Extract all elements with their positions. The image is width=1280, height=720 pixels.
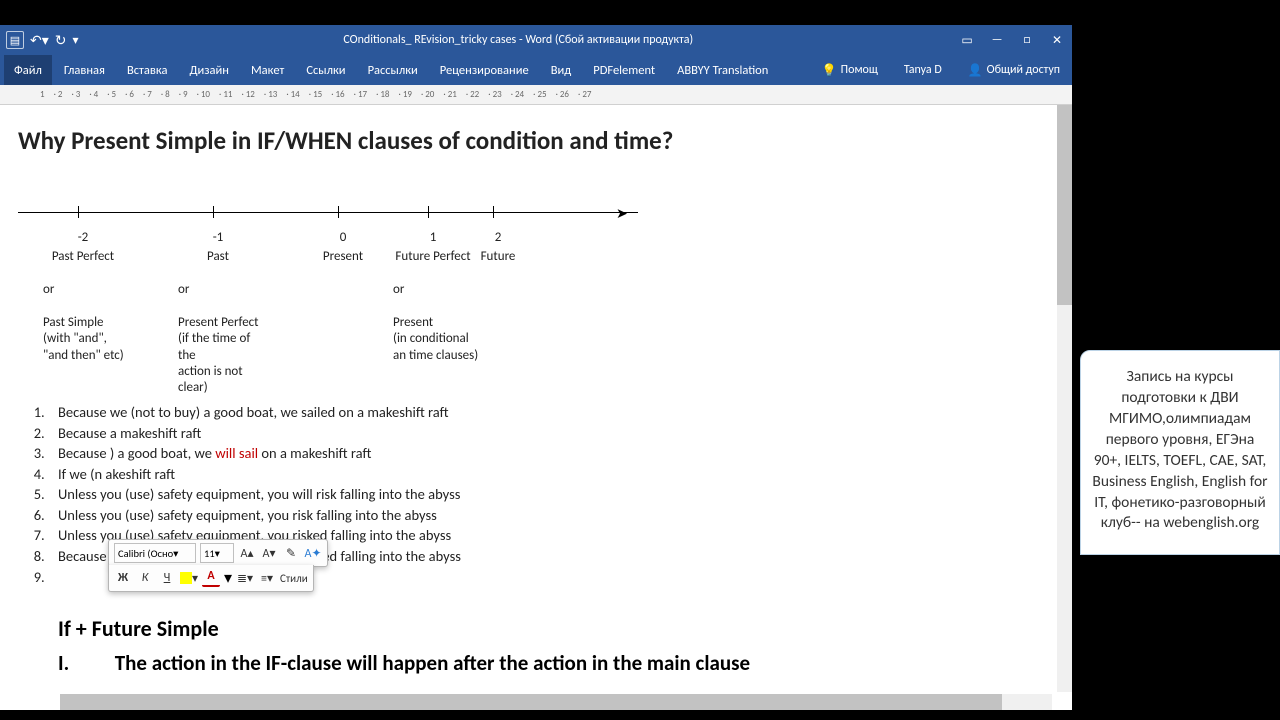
- bullets-button[interactable]: ≣▾: [236, 569, 254, 587]
- list-item: Unless you (use) safety equipment, you r…: [48, 505, 1054, 526]
- font-size-combo[interactable]: 11▾: [200, 543, 234, 563]
- ruler-mark: 9: [183, 89, 188, 100]
- list-item: Unless you (use) safety equipment, you w…: [48, 484, 1054, 505]
- window-title: COnditionals_ REvision_tricky cases - Wo…: [85, 33, 952, 47]
- ruler-mark: 4: [94, 89, 99, 100]
- ruler-mark: 6: [129, 89, 134, 100]
- scroll-thumb[interactable]: [1057, 105, 1072, 305]
- ruler-mark: 24: [515, 89, 524, 100]
- horizontal-ruler[interactable]: 1· 2· 3· 4· 5· 6· 7· 8· 9· 10· 11· 12· 1…: [0, 85, 1072, 105]
- ruler-mark: 1: [40, 89, 45, 100]
- page-title: Why Present Simple in IF/WHEN clauses of…: [18, 125, 1054, 156]
- font-color-button[interactable]: A: [202, 569, 220, 587]
- ruler-mark: 19: [403, 89, 412, 100]
- rule-text: The action in the IF-clause will happen …: [115, 650, 750, 676]
- timeline-point: 0Present: [293, 182, 393, 264]
- tab-abbyy[interactable]: ABBYY Translation: [667, 55, 778, 85]
- save-icon[interactable]: ▤: [6, 31, 24, 49]
- ruler-mark: 15: [313, 89, 322, 100]
- tell-me-button[interactable]: 💡 Помощ: [814, 55, 886, 85]
- tab-review[interactable]: Рецензирование: [430, 55, 539, 85]
- ruler-mark: 2: [58, 89, 63, 100]
- timeline-point: -1PastorPresent Perfect (if the time of …: [168, 182, 268, 396]
- tab-view[interactable]: Вид: [541, 55, 582, 85]
- bold-button[interactable]: Ж: [114, 569, 132, 587]
- tab-home[interactable]: Главная: [54, 55, 115, 85]
- arrow-icon: ➤: [616, 205, 628, 222]
- tab-layout[interactable]: Макет: [241, 55, 294, 85]
- ruler-mark: 23: [493, 89, 502, 100]
- tab-mailings[interactable]: Рассылки: [358, 55, 428, 85]
- ruler-mark: 21: [448, 89, 457, 100]
- ruler-mark: 16: [336, 89, 345, 100]
- list-item: Because we (not to buy) a good boat, we …: [48, 402, 1054, 423]
- horizontal-scrollbar[interactable]: [60, 694, 1052, 710]
- ribbon-tabs: Файл Главная Вставка Дизайн Макет Ссылки…: [0, 55, 1072, 85]
- ruler-mark: 13: [268, 89, 277, 100]
- maximize-button[interactable]: □: [1012, 26, 1042, 54]
- underline-button[interactable]: Ч: [158, 569, 176, 587]
- ruler-mark: 11: [223, 89, 232, 100]
- ruler-mark: 5: [112, 89, 117, 100]
- ruler-mark: 8: [165, 89, 170, 100]
- mini-toolbar-row2[interactable]: Ж К Ч ▾ A▾ ≣▾ ≡▾ Стили: [108, 565, 314, 592]
- ruler-mark: 17: [358, 89, 367, 100]
- styles-button[interactable]: Стили: [280, 569, 308, 587]
- mini-toolbar[interactable]: Calibri (Осно▾ 11▾ A▴ A▾ ✎ A✦: [108, 539, 328, 567]
- styles-brush-icon[interactable]: A✦: [304, 544, 322, 562]
- ruler-mark: 7: [147, 89, 152, 100]
- ruler-mark: 25: [537, 89, 546, 100]
- list-item: Because a makeshift raft: [48, 423, 1054, 444]
- list-item: Because ) a good boat, we will sail on a…: [48, 443, 1054, 464]
- section-heading: If + Future Simple: [58, 615, 1054, 642]
- minimize-button[interactable]: —: [982, 26, 1012, 54]
- italic-button[interactable]: К: [136, 569, 154, 587]
- section-rule: I. The action in the IF-clause will happ…: [58, 650, 1054, 676]
- vertical-scrollbar[interactable]: [1057, 105, 1072, 692]
- highlight-button[interactable]: ▾: [180, 569, 198, 587]
- timeline-point: 2Future: [448, 182, 548, 264]
- ruler-mark: 14: [291, 89, 300, 100]
- qat-more-icon[interactable]: ▾: [73, 33, 79, 48]
- numbering-button[interactable]: ≡▾: [258, 569, 276, 587]
- timeline-point: -2Past PerfectorPast Simple (with "and",…: [33, 182, 133, 364]
- tab-file[interactable]: Файл: [4, 55, 52, 85]
- word-window: ▤ ↶▾ ↻ ▾ COnditionals_ REvision_tricky c…: [0, 25, 1072, 710]
- roman-numeral: I.: [58, 650, 110, 676]
- title-bar: ▤ ↶▾ ↻ ▾ COnditionals_ REvision_tricky c…: [0, 25, 1072, 55]
- tab-insert[interactable]: Вставка: [117, 55, 178, 85]
- advert-text: Запись на курсы подготовки к ДВИ МГИМО,о…: [1092, 367, 1267, 532]
- ruler-mark: 22: [470, 89, 479, 100]
- ruler-mark: 20: [425, 89, 434, 100]
- format-painter-icon[interactable]: ✎: [282, 544, 300, 562]
- ruler-mark: 12: [246, 89, 255, 100]
- ruler-mark: 10: [201, 89, 210, 100]
- tab-references[interactable]: Ссылки: [296, 55, 355, 85]
- share-button[interactable]: 👤 Общий доступ: [960, 55, 1068, 85]
- document-page[interactable]: Why Present Simple in IF/WHEN clauses of…: [0, 105, 1072, 710]
- font-name-combo[interactable]: Calibri (Осно▾: [114, 543, 196, 563]
- shrink-font-icon[interactable]: A▾: [260, 544, 278, 562]
- ruler-mark: 26: [560, 89, 569, 100]
- advert-card: Запись на курсы подготовки к ДВИ МГИМО,о…: [1080, 350, 1280, 555]
- timeline-diagram: ➤ -2Past PerfectorPast Simple (with "and…: [18, 182, 1054, 362]
- grow-font-icon[interactable]: A▴: [238, 544, 256, 562]
- undo-icon[interactable]: ↶▾: [30, 32, 49, 49]
- scroll-thumb[interactable]: [60, 694, 1002, 710]
- ruler-mark: 3: [76, 89, 81, 100]
- ruler-mark: 27: [582, 89, 591, 100]
- tab-design[interactable]: Дизайн: [179, 55, 239, 85]
- redo-icon[interactable]: ↻: [55, 32, 67, 49]
- user-button[interactable]: Tanya D: [896, 55, 950, 85]
- ruler-mark: 18: [380, 89, 389, 100]
- list-item: If we (n akeshift raft: [48, 464, 1054, 485]
- tell-me-label: Помощ: [841, 63, 878, 77]
- tab-pdfelement[interactable]: PDFelement: [583, 55, 665, 85]
- share-label: Общий доступ: [987, 63, 1060, 77]
- ribbon-options-icon[interactable]: ▭: [952, 26, 982, 54]
- close-button[interactable]: ✕: [1042, 26, 1072, 54]
